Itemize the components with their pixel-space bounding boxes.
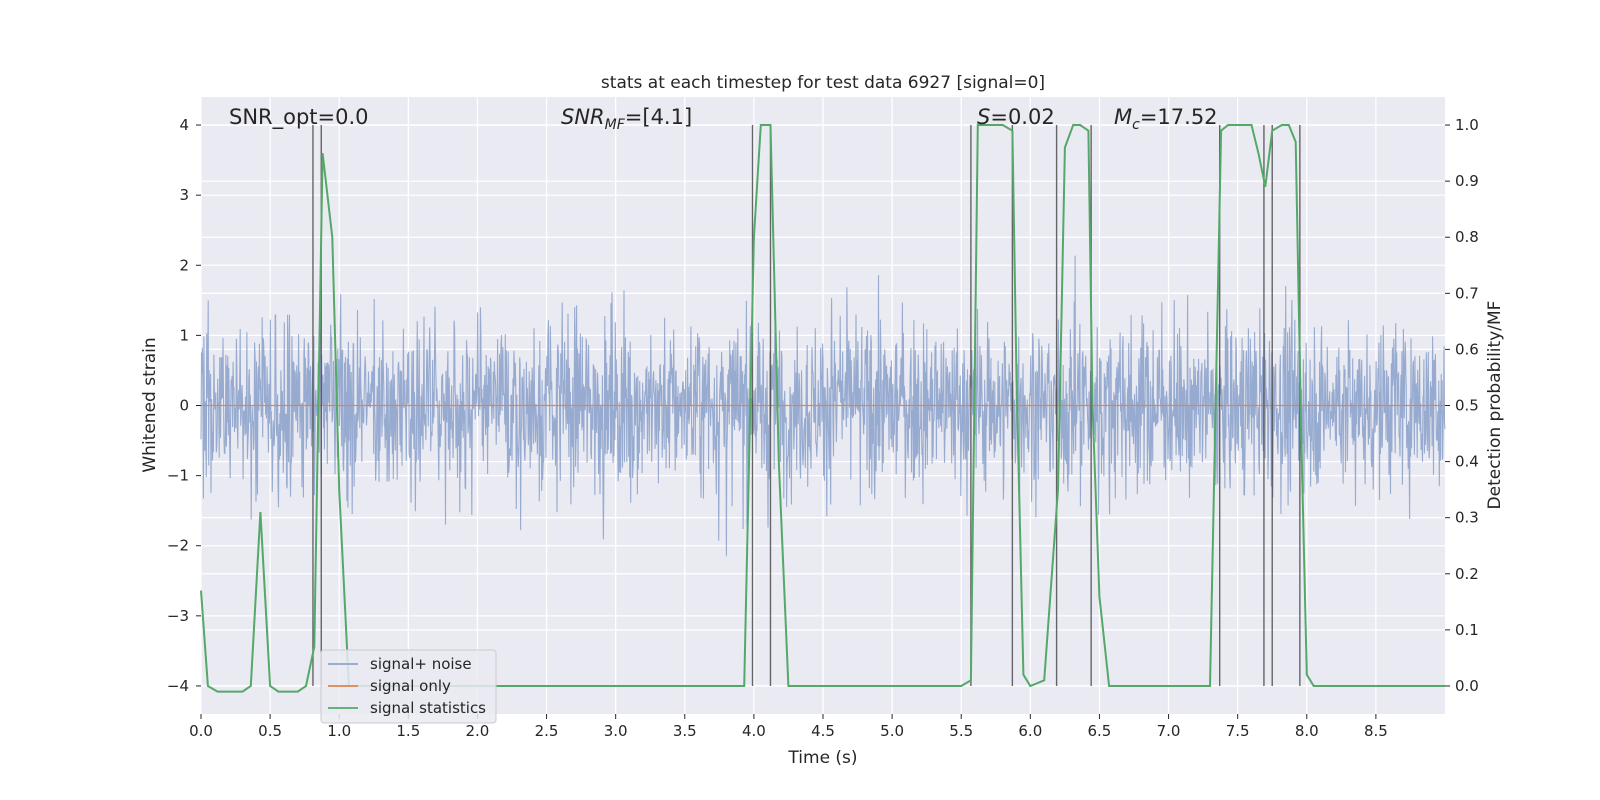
signal-statistics-series bbox=[200, 124, 1445, 693]
y-right-tick-label: 0.4 bbox=[1455, 453, 1479, 471]
x-tick-label: 3.5 bbox=[673, 722, 697, 740]
x-tick-label: 2.5 bbox=[535, 722, 559, 740]
y-right-tick-label: 0.7 bbox=[1455, 284, 1479, 302]
y-right-tick-label: 0.6 bbox=[1455, 340, 1479, 358]
y-left-tick-label: 1 bbox=[179, 326, 189, 344]
annotation-mc: Mc=17.52 bbox=[1114, 105, 1218, 133]
y-left-tick-label: −2 bbox=[167, 537, 189, 555]
x-tick-label: 1.0 bbox=[327, 722, 351, 740]
annotation-snr-mf: SNRMF=[4.1] bbox=[561, 105, 692, 133]
x-tick-label: 5.5 bbox=[949, 722, 973, 740]
x-tick-label: 6.0 bbox=[1018, 722, 1042, 740]
x-axis-label: Time (s) bbox=[787, 748, 857, 768]
vertical-markers bbox=[312, 125, 1301, 686]
right-y-axis-ticks: 0.0 0.1 0.2 0.3 0.4 0.5 0.6 0.7 0.8 0.9 1.0 bbox=[1445, 116, 1479, 695]
signal-noise-series bbox=[200, 255, 1446, 557]
y-right-tick-label: 0.0 bbox=[1455, 677, 1479, 695]
x-tick-label: 6.5 bbox=[1088, 722, 1112, 740]
left-y-axis-ticks: −4 −3 −2 −1 0 1 2 3 4 bbox=[167, 116, 201, 695]
y-right-tick-label: 0.9 bbox=[1455, 172, 1479, 190]
x-tick-label: 0.5 bbox=[258, 722, 282, 740]
x-tick-label: 8.5 bbox=[1364, 722, 1388, 740]
y-right-tick-label: 0.3 bbox=[1455, 509, 1479, 527]
x-tick-label: 1.5 bbox=[396, 722, 420, 740]
right-y-axis-label: Detection probability/MF bbox=[1485, 301, 1505, 510]
x-tick-label: 3.0 bbox=[604, 722, 628, 740]
annotation-s: S=0.02 bbox=[977, 105, 1055, 129]
legend: signal+ noise signal only signal statist… bbox=[320, 649, 497, 724]
y-left-tick-label: −4 bbox=[167, 677, 189, 695]
y-left-tick-label: 3 bbox=[179, 186, 189, 204]
signal-statistics-line bbox=[200, 124, 1445, 693]
x-tick-label: 0.0 bbox=[189, 722, 213, 740]
legend-label-signal-statistics: signal statistics bbox=[370, 699, 486, 717]
legend-label-signal-noise: signal+ noise bbox=[370, 655, 472, 673]
y-left-tick-label: −3 bbox=[167, 607, 189, 625]
signal-noise-line bbox=[200, 255, 1446, 557]
y-left-tick-label: −1 bbox=[167, 467, 189, 485]
annotation-snr-opt: SNR_opt=0.0 bbox=[229, 105, 369, 130]
x-tick-label: 8.0 bbox=[1295, 722, 1319, 740]
y-right-tick-label: 0.8 bbox=[1455, 228, 1479, 246]
chart-title: stats at each timestep for test data 692… bbox=[601, 73, 1045, 93]
x-axis-ticks: 0.0 0.5 1.0 1.5 2.0 2.5 3.0 3.5 4.0 4.5 5.0 5.5 6.0 6… bbox=[189, 714, 1388, 740]
x-tick-label: 2.0 bbox=[466, 722, 490, 740]
y-right-tick-label: 0.1 bbox=[1455, 621, 1479, 639]
x-tick-label: 4.0 bbox=[742, 722, 766, 740]
x-tick-label: 7.5 bbox=[1226, 722, 1250, 740]
y-left-tick-label: 2 bbox=[179, 256, 189, 274]
legend-box bbox=[320, 649, 497, 724]
left-y-axis-label: Whitened strain bbox=[140, 337, 160, 472]
x-tick-label: 4.5 bbox=[811, 722, 835, 740]
x-tick-label: 5.0 bbox=[880, 722, 904, 740]
y-right-tick-label: 0.5 bbox=[1455, 397, 1479, 415]
y-right-tick-label: 0.2 bbox=[1455, 565, 1479, 583]
x-tick-label: 7.0 bbox=[1157, 722, 1181, 740]
y-left-tick-label: 4 bbox=[179, 116, 189, 134]
y-left-tick-label: 0 bbox=[179, 397, 189, 415]
y-right-tick-label: 1.0 bbox=[1455, 116, 1479, 134]
legend-label-signal-only: signal only bbox=[370, 677, 451, 695]
